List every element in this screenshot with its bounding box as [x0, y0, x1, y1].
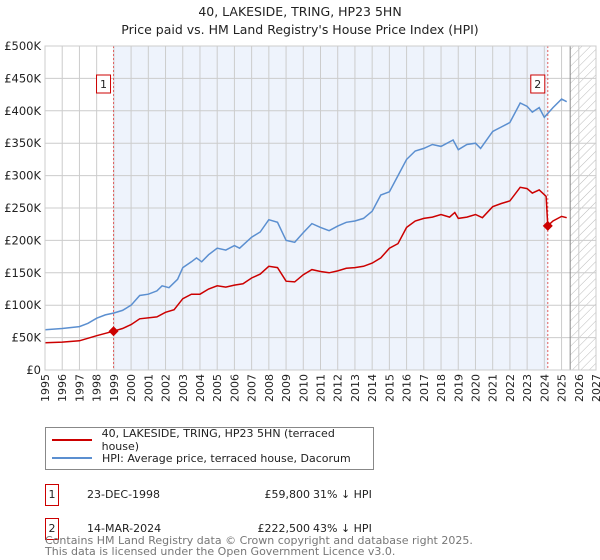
x-tick-label: 2021 [487, 374, 500, 402]
x-tick-label: 1998 [91, 374, 104, 402]
x-tick-label: 2026 [573, 374, 586, 402]
x-tick-label: 2022 [504, 374, 517, 402]
x-tick-label: 2016 [401, 374, 414, 402]
y-tick-label: £450K [4, 71, 41, 85]
plot-area: 1995 1996 1997 1998 1999 2000 2001 2002 2003 2004… [4, 39, 600, 402]
x-tick-label: 1996 [56, 374, 69, 402]
transaction-hpi-diff: 43% ↓ HPI [313, 522, 372, 535]
x-tick-label: 2010 [297, 374, 310, 402]
x-tick-label: 1999 [108, 374, 121, 402]
hpi-line [44, 98, 568, 331]
y-tick-label: £250K [4, 201, 41, 215]
legend-swatch-blue [52, 457, 92, 459]
transaction-date: 14-MAR-2024 [87, 522, 162, 535]
x-tick-label: 2017 [418, 374, 431, 402]
chart-title: 40, LAKESIDE, TRING, HP23 5HN [198, 4, 402, 19]
y-tick-label: £100K [4, 298, 41, 312]
x-tick-label: 2019 [452, 374, 465, 402]
y-tick-label: £50K [12, 331, 42, 345]
x-tick-label: 2005 [211, 374, 224, 402]
transaction-price: £222,500 [257, 522, 311, 535]
y-tick-label: £150K [4, 266, 41, 280]
footer-copyright: Contains HM Land Registry data © Crown c… [45, 534, 473, 547]
x-tick-label: 2008 [263, 374, 276, 402]
x-tick-label: 2012 [332, 374, 345, 402]
sale-label: 1 [100, 78, 107, 91]
x-tick-label: 2015 [383, 374, 396, 402]
transaction-marker: 1 [45, 484, 59, 506]
x-tick-label: 2002 [160, 374, 173, 402]
chart-subtitle: Price paid vs. HM Land Registry's House … [121, 22, 479, 37]
sale-point-marker [108, 326, 119, 337]
x-tick-label: 2000 [125, 374, 138, 402]
legend-item-property: 40, LAKESIDE, TRING, HP23 5HN (terraced … [52, 427, 373, 453]
x-tick-label: 2020 [469, 374, 482, 402]
transaction-price: £59,800 [264, 488, 311, 501]
y-tick-label: £350K [4, 136, 41, 150]
y-tick-label: £500K [4, 39, 41, 53]
x-tick-label: 1997 [73, 374, 86, 402]
legend-swatch-red [52, 439, 92, 441]
transaction-date: 23-DEC-1998 [87, 488, 161, 501]
transaction-marker: 2 [45, 518, 59, 540]
sale-label-box [96, 74, 112, 94]
plot-frame [44, 45, 597, 371]
legend-label-property: 40, LAKESIDE, TRING, HP23 5HN (terraced … [101, 427, 335, 453]
x-tick-label: 2024 [538, 374, 551, 402]
transaction-hpi-diff: 31% ↓ HPI [313, 488, 372, 501]
x-tick-label: 2003 [177, 374, 190, 402]
price-paid-line [44, 186, 567, 344]
x-tick-label: 2011 [315, 374, 328, 402]
x-tick-label: 2006 [228, 374, 241, 402]
legend-item-hpi: HPI: Average price, terraced house, Daco… [52, 450, 351, 466]
x-tick-label: 2023 [521, 374, 534, 402]
x-tick-label: 1995 [39, 374, 52, 402]
x-tick-label: 2027 [590, 374, 600, 402]
legend-label-hpi: HPI: Average price, terraced house, Daco… [102, 451, 351, 465]
x-tick-label: 2018 [435, 374, 448, 402]
x-tick-label: 2009 [280, 374, 293, 402]
sale-label-box [530, 74, 546, 94]
sale-label: 2 [534, 78, 541, 91]
y-tick-label: £400K [4, 104, 41, 118]
footer: Contains HM Land Registry data © Crown c… [45, 535, 473, 557]
x-tick-label: 2025 [556, 374, 569, 402]
x-tick-label: 2014 [366, 374, 379, 402]
legend: 40, LAKESIDE, TRING, HP23 5HN (terraced … [45, 427, 374, 470]
x-tick-label: 2001 [142, 374, 155, 402]
x-tick-label: 2004 [194, 374, 207, 402]
y-tick-label: £200K [4, 233, 41, 247]
x-tick-label: 2007 [246, 374, 259, 402]
x-tick-label: 2013 [349, 374, 362, 402]
y-tick-label: £300K [4, 169, 41, 183]
y-tick-label: £0 [26, 363, 41, 377]
sale-point-marker [542, 220, 553, 231]
footer-licence: This data is licensed under the Open Gov… [45, 545, 396, 558]
